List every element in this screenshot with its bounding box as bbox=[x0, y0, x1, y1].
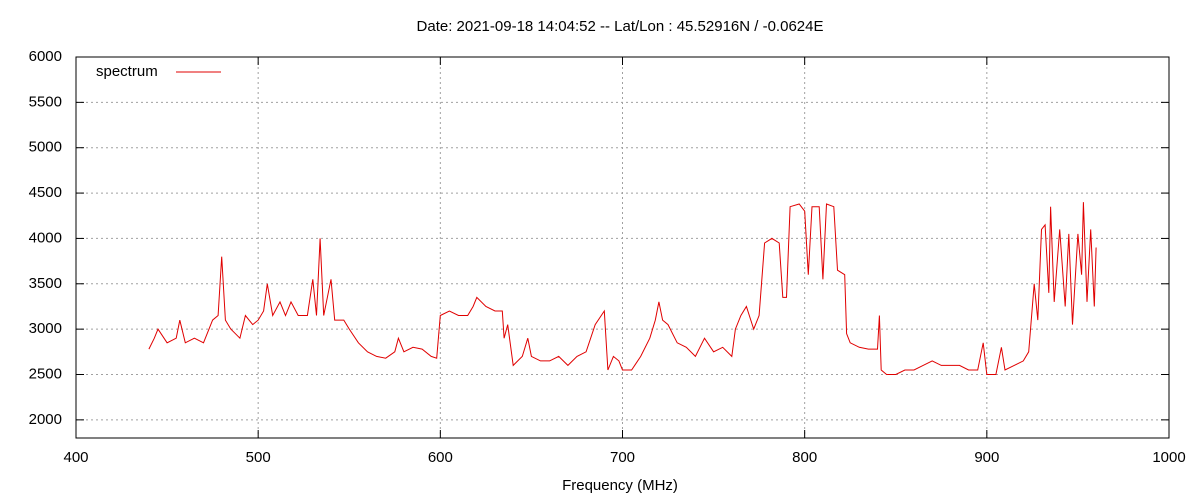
x-axis-label: Frequency (MHz) bbox=[562, 477, 678, 494]
y-tick-label: 2500 bbox=[29, 365, 62, 382]
x-tick-label: 700 bbox=[610, 449, 635, 466]
chart-title: Date: 2021-09-18 14:04:52 -- Lat/Lon : 4… bbox=[417, 18, 824, 35]
plot-border bbox=[75, 56, 1170, 439]
x-tick-label: 800 bbox=[792, 449, 817, 466]
x-tick-label: 600 bbox=[428, 449, 453, 466]
y-tick-label: 3500 bbox=[29, 275, 62, 292]
x-tick-label: 500 bbox=[246, 449, 271, 466]
legend-label: spectrum bbox=[96, 63, 158, 80]
x-tick-label: 400 bbox=[63, 449, 88, 466]
y-tick-label: 4000 bbox=[29, 229, 62, 246]
spectrum-line bbox=[148, 202, 1097, 375]
x-tick-label: 900 bbox=[974, 449, 999, 466]
y-tick-label: 3000 bbox=[29, 320, 62, 337]
y-tick-label: 4500 bbox=[29, 184, 62, 201]
y-tick-label: 5000 bbox=[29, 139, 62, 156]
y-tick-label: 5500 bbox=[29, 93, 62, 110]
x-tick-label: 1000 bbox=[1152, 449, 1185, 466]
y-tick-label: 6000 bbox=[29, 48, 62, 65]
y-tick-label: 2000 bbox=[29, 411, 62, 428]
